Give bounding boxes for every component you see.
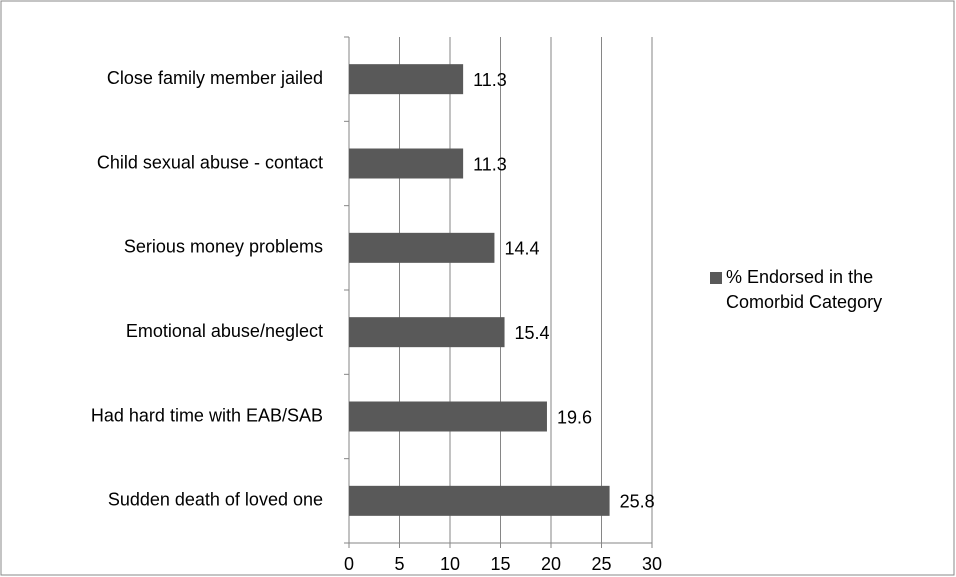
x-tick-label: 0 [344,554,354,574]
y-tick-label: Serious money problems [124,237,323,257]
y-tick-label: Emotional abuse/neglect [126,321,323,341]
bar [349,148,464,179]
x-tick-label: 10 [440,554,460,574]
bar [349,232,495,263]
x-tick-label: 20 [541,554,561,574]
bar [349,401,547,432]
bar [349,485,610,516]
data-label: 11.3 [473,70,507,90]
data-label: 25.8 [620,492,655,512]
y-tick-label: Close family member jailed [107,68,323,88]
data-label: 15.4 [515,323,550,343]
legend-label: % Endorsed in the Comorbid Category [726,267,883,312]
y-tick-label: Had hard time with EAB/SAB [91,405,323,425]
x-tick-label: 25 [591,554,611,574]
legend: % Endorsed in the Comorbid Category [710,265,940,315]
y-tick-label: Sudden death of loved one [108,490,323,510]
legend-swatch [710,272,722,284]
data-label: 11.3 [473,154,507,174]
bar [349,317,505,348]
x-tick-label: 15 [490,554,510,574]
x-tick-label: 5 [394,554,404,574]
y-tick-label: Child sexual abuse - contact [97,152,323,172]
data-label: 14.4 [504,239,539,259]
x-tick-label: 30 [642,554,662,574]
data-label: 19.6 [557,407,592,427]
bar [349,64,464,95]
